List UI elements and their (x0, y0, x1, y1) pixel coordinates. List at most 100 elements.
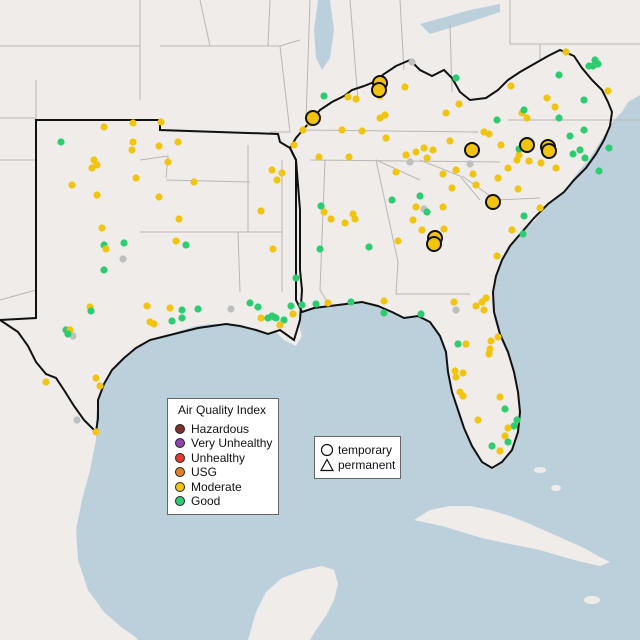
moderate-monitor-dot[interactable] (493, 252, 501, 260)
good-monitor-dot[interactable] (595, 167, 603, 175)
good-monitor-dot[interactable] (280, 316, 288, 324)
moderate-monitor-dot[interactable] (150, 320, 158, 328)
good-monitor-dot[interactable] (566, 132, 574, 140)
moderate-monitor-dot[interactable] (351, 215, 359, 223)
moderate-monitor-dot[interactable] (459, 369, 467, 377)
no-data-monitor-dot[interactable] (408, 58, 416, 66)
good-monitor-dot[interactable] (605, 144, 613, 152)
good-monitor-dot[interactable] (580, 126, 588, 134)
moderate-monitor-dot[interactable] (172, 237, 180, 245)
no-data-monitor-dot[interactable] (119, 255, 127, 263)
temporary-monitor-marker[interactable] (464, 142, 480, 158)
moderate-monitor-dot[interactable] (257, 207, 265, 215)
moderate-monitor-dot[interactable] (401, 83, 409, 91)
moderate-monitor-dot[interactable] (166, 304, 174, 312)
good-monitor-dot[interactable] (317, 202, 325, 210)
good-monitor-dot[interactable] (246, 299, 254, 307)
moderate-monitor-dot[interactable] (327, 215, 335, 223)
moderate-monitor-dot[interactable] (440, 225, 448, 233)
good-monitor-dot[interactable] (580, 96, 588, 104)
moderate-monitor-dot[interactable] (446, 137, 454, 145)
moderate-monitor-dot[interactable] (472, 181, 480, 189)
good-monitor-dot[interactable] (501, 405, 509, 413)
good-monitor-dot[interactable] (57, 138, 65, 146)
moderate-monitor-dot[interactable] (143, 302, 151, 310)
moderate-monitor-dot[interactable] (320, 208, 328, 216)
moderate-monitor-dot[interactable] (496, 447, 504, 455)
good-monitor-dot[interactable] (417, 310, 425, 318)
good-monitor-dot[interactable] (388, 196, 396, 204)
good-monitor-dot[interactable] (87, 307, 95, 315)
moderate-monitor-dot[interactable] (496, 393, 504, 401)
moderate-monitor-dot[interactable] (487, 337, 495, 345)
moderate-monitor-dot[interactable] (494, 333, 502, 341)
moderate-monitor-dot[interactable] (448, 184, 456, 192)
no-data-monitor-dot[interactable] (227, 305, 235, 313)
moderate-monitor-dot[interactable] (132, 174, 140, 182)
moderate-monitor-dot[interactable] (290, 141, 298, 149)
moderate-monitor-dot[interactable] (508, 226, 516, 234)
moderate-monitor-dot[interactable] (155, 193, 163, 201)
moderate-monitor-dot[interactable] (504, 424, 512, 432)
good-monitor-dot[interactable] (365, 243, 373, 251)
good-monitor-dot[interactable] (555, 71, 563, 79)
moderate-monitor-dot[interactable] (376, 114, 384, 122)
good-monitor-dot[interactable] (312, 300, 320, 308)
moderate-monitor-dot[interactable] (515, 151, 523, 159)
moderate-monitor-dot[interactable] (501, 432, 509, 440)
good-monitor-dot[interactable] (178, 314, 186, 322)
temporary-monitor-marker[interactable] (541, 143, 557, 159)
moderate-monitor-dot[interactable] (157, 118, 165, 126)
moderate-monitor-dot[interactable] (276, 321, 284, 329)
moderate-monitor-dot[interactable] (494, 174, 502, 182)
moderate-monitor-dot[interactable] (190, 178, 198, 186)
moderate-monitor-dot[interactable] (289, 310, 297, 318)
good-monitor-dot[interactable] (454, 340, 462, 348)
moderate-monitor-dot[interactable] (536, 204, 544, 212)
good-monitor-dot[interactable] (513, 416, 521, 424)
moderate-monitor-dot[interactable] (344, 93, 352, 101)
moderate-monitor-dot[interactable] (88, 164, 96, 172)
moderate-monitor-dot[interactable] (525, 157, 533, 165)
good-monitor-dot[interactable] (120, 239, 128, 247)
moderate-monitor-dot[interactable] (459, 392, 467, 400)
moderate-monitor-dot[interactable] (514, 185, 522, 193)
good-monitor-dot[interactable] (287, 302, 295, 310)
moderate-monitor-dot[interactable] (462, 340, 470, 348)
moderate-monitor-dot[interactable] (392, 168, 400, 176)
moderate-monitor-dot[interactable] (257, 314, 265, 322)
moderate-monitor-dot[interactable] (345, 153, 353, 161)
no-data-monitor-dot[interactable] (452, 306, 460, 314)
good-monitor-dot[interactable] (581, 154, 589, 162)
moderate-monitor-dot[interactable] (604, 87, 612, 95)
moderate-monitor-dot[interactable] (472, 302, 480, 310)
moderate-monitor-dot[interactable] (485, 350, 493, 358)
moderate-monitor-dot[interactable] (269, 245, 277, 253)
moderate-monitor-dot[interactable] (100, 123, 108, 131)
good-monitor-dot[interactable] (64, 330, 72, 338)
moderate-monitor-dot[interactable] (551, 103, 559, 111)
good-monitor-dot[interactable] (347, 298, 355, 306)
moderate-monitor-dot[interactable] (174, 138, 182, 146)
moderate-monitor-dot[interactable] (128, 146, 136, 154)
good-monitor-dot[interactable] (320, 92, 328, 100)
moderate-monitor-dot[interactable] (382, 134, 390, 142)
good-monitor-dot[interactable] (423, 208, 431, 216)
moderate-monitor-dot[interactable] (482, 294, 490, 302)
moderate-monitor-dot[interactable] (102, 245, 110, 253)
moderate-monitor-dot[interactable] (451, 367, 459, 375)
moderate-monitor-dot[interactable] (485, 130, 493, 138)
good-monitor-dot[interactable] (194, 305, 202, 313)
good-monitor-dot[interactable] (520, 212, 528, 220)
moderate-monitor-dot[interactable] (278, 169, 286, 177)
good-monitor-dot[interactable] (272, 314, 280, 322)
moderate-monitor-dot[interactable] (552, 164, 560, 172)
moderate-monitor-dot[interactable] (420, 144, 428, 152)
moderate-monitor-dot[interactable] (474, 416, 482, 424)
moderate-monitor-dot[interactable] (175, 215, 183, 223)
moderate-monitor-dot[interactable] (507, 82, 515, 90)
moderate-monitor-dot[interactable] (338, 126, 346, 134)
moderate-monitor-dot[interactable] (442, 109, 450, 117)
moderate-monitor-dot[interactable] (273, 176, 281, 184)
